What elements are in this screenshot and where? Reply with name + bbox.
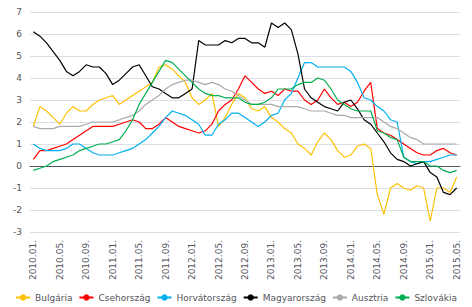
svg-text:2011.09.: 2011.09. xyxy=(161,240,171,280)
svg-text:3: 3 xyxy=(16,95,22,105)
svg-text:2010.01.: 2010.01. xyxy=(28,240,38,280)
svg-text:0: 0 xyxy=(16,161,22,171)
svg-text:Ausztria: Ausztria xyxy=(352,293,389,303)
svg-text:-3: -3 xyxy=(13,227,22,237)
svg-text:2014.05.: 2014.05. xyxy=(372,240,382,280)
svg-text:4: 4 xyxy=(16,73,22,83)
svg-text:2011.01.: 2011.01. xyxy=(108,240,118,280)
svg-text:2010.09.: 2010.09. xyxy=(81,240,91,280)
svg-text:2011.05.: 2011.05. xyxy=(134,240,144,280)
svg-text:Bulgária: Bulgária xyxy=(35,293,72,303)
svg-text:2013.01.: 2013.01. xyxy=(266,240,276,280)
svg-text:Csehország: Csehország xyxy=(98,293,150,303)
svg-text:5: 5 xyxy=(16,51,22,61)
svg-text:2014.01.: 2014.01. xyxy=(346,240,356,280)
svg-text:2013.09.: 2013.09. xyxy=(319,240,329,280)
svg-text:Horvátország: Horvátország xyxy=(176,293,236,303)
svg-text:6: 6 xyxy=(16,29,22,39)
svg-text:7: 7 xyxy=(16,7,22,17)
svg-text:2015.05.: 2015.05. xyxy=(452,240,462,280)
svg-text:-1: -1 xyxy=(13,183,22,193)
svg-text:-2: -2 xyxy=(13,205,22,215)
svg-text:2013.05.: 2013.05. xyxy=(293,240,303,280)
svg-text:2010.05.: 2010.05. xyxy=(55,240,65,280)
svg-text:2015.01.: 2015.01. xyxy=(425,240,435,280)
svg-text:2012.05.: 2012.05. xyxy=(214,240,224,280)
svg-text:Magyarország: Magyarország xyxy=(263,293,326,303)
svg-text:Szlovákia: Szlovákia xyxy=(414,293,457,303)
svg-text:1: 1 xyxy=(16,139,22,149)
svg-text:2012.09.: 2012.09. xyxy=(240,240,250,280)
svg-text:2012.01.: 2012.01. xyxy=(187,240,197,280)
svg-text:2014.09.: 2014.09. xyxy=(399,240,409,280)
svg-text:2: 2 xyxy=(16,117,22,127)
